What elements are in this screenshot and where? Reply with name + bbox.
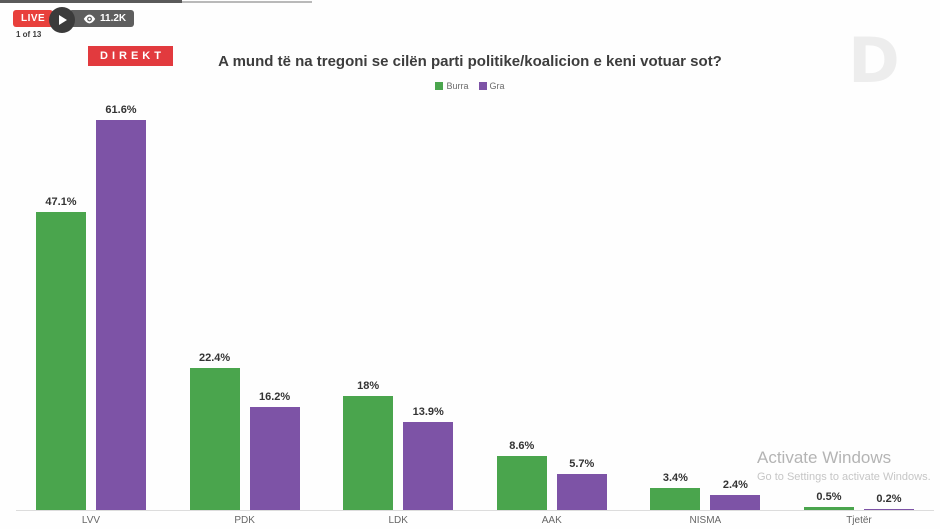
legend-swatch <box>478 82 487 90</box>
bar <box>343 396 394 510</box>
video-progress-bar-buffer <box>182 1 312 3</box>
bar-value-label: 3.4% <box>662 472 688 485</box>
barwrap-gra: 0.2% <box>863 111 914 510</box>
bar <box>803 506 854 510</box>
bar <box>36 211 86 510</box>
bar-group-pdk: 22.4% 16.2% PDK <box>189 111 300 526</box>
barwrap-gra: 5.7% <box>556 111 607 510</box>
eye-icon <box>83 14 96 23</box>
barwrap-gra: 16.2% <box>249 111 300 510</box>
bar-value-label: 61.6% <box>105 104 137 117</box>
channel-logo: D <box>848 24 900 97</box>
category-label: AAK <box>541 515 562 526</box>
bar-group-aak: 8.6% 5.7% AAK <box>496 111 607 526</box>
bar-group-nisma: 3.4% 2.4% NISMA <box>650 111 761 526</box>
barwrap-burra: 18% <box>343 111 394 510</box>
barwrap-gra: 13.9% <box>403 111 454 510</box>
barwrap-burra: 0.5% <box>803 111 854 510</box>
category-label: Tjetër <box>846 515 872 526</box>
legend-swatch <box>435 82 444 90</box>
chart-legend: Burra Gra <box>0 81 940 91</box>
category-label: LVV <box>81 515 101 526</box>
bar-value-label: 13.9% <box>412 406 444 419</box>
bar <box>650 488 701 510</box>
live-overlay: LIVE 11.2K <box>13 7 135 35</box>
live-badge-label: LIVE <box>21 13 46 24</box>
bar-group-lvv: 47.1% 61.6% LVV <box>36 104 146 526</box>
bar-value-label: 0.2% <box>876 492 902 505</box>
bar-value-label: 16.2% <box>258 391 291 404</box>
bar-group-tjetër: 0.5% 0.2% Tjetër <box>803 111 914 526</box>
bar-value-label: 8.6% <box>509 439 535 452</box>
bar-value-label: 5.7% <box>569 457 595 470</box>
bar <box>96 120 146 510</box>
category-label: LDK <box>388 515 408 526</box>
bar <box>189 368 240 510</box>
play-icon <box>49 7 75 33</box>
direkt-badge: DIREKT <box>88 46 173 66</box>
video-progress-bar <box>0 0 182 3</box>
bar-value-label: 18% <box>357 380 380 393</box>
bar-value-label: 47.1% <box>45 195 77 208</box>
barwrap-gra: 2.4% <box>710 111 761 510</box>
bar-group-ldk: 18% 13.9% LDK <box>343 111 454 526</box>
bar-value-label: 22.4% <box>198 352 231 365</box>
bar <box>249 407 300 510</box>
chart-title: A mund të na tregoni se cilën parti poli… <box>218 53 722 70</box>
bar <box>710 494 761 510</box>
legend-label: Burra <box>446 81 469 91</box>
live-badge: LIVE <box>13 10 54 27</box>
viewer-count: 11.2K <box>100 13 127 24</box>
bar <box>556 473 607 510</box>
legend-item-burra: Burra <box>435 81 469 91</box>
page-indicator: 1 of 13 <box>16 30 42 39</box>
category-label: PDK <box>234 515 255 526</box>
bar-chart: 47.1% 61.6% LVV 22.4% 16.2% PDK 18% 13.9% LDK 8.6… <box>16 104 934 526</box>
barwrap-burra: 8.6% <box>496 111 547 510</box>
bar <box>403 422 454 510</box>
bar <box>496 455 547 510</box>
barwrap-burra: 47.1% <box>36 111 86 510</box>
bar-value-label: 0.5% <box>816 490 842 503</box>
barwrap-gra: 61.6% <box>96 104 146 510</box>
category-label: NISMA <box>689 515 722 526</box>
barwrap-burra: 22.4% <box>189 111 240 510</box>
bar <box>863 508 914 510</box>
viewer-count-badge: 11.2K <box>69 10 135 27</box>
legend-item-gra: Gra <box>478 81 505 91</box>
legend-label: Gra <box>489 81 505 91</box>
bar-value-label: 2.4% <box>722 478 748 491</box>
barwrap-burra: 3.4% <box>650 111 701 510</box>
